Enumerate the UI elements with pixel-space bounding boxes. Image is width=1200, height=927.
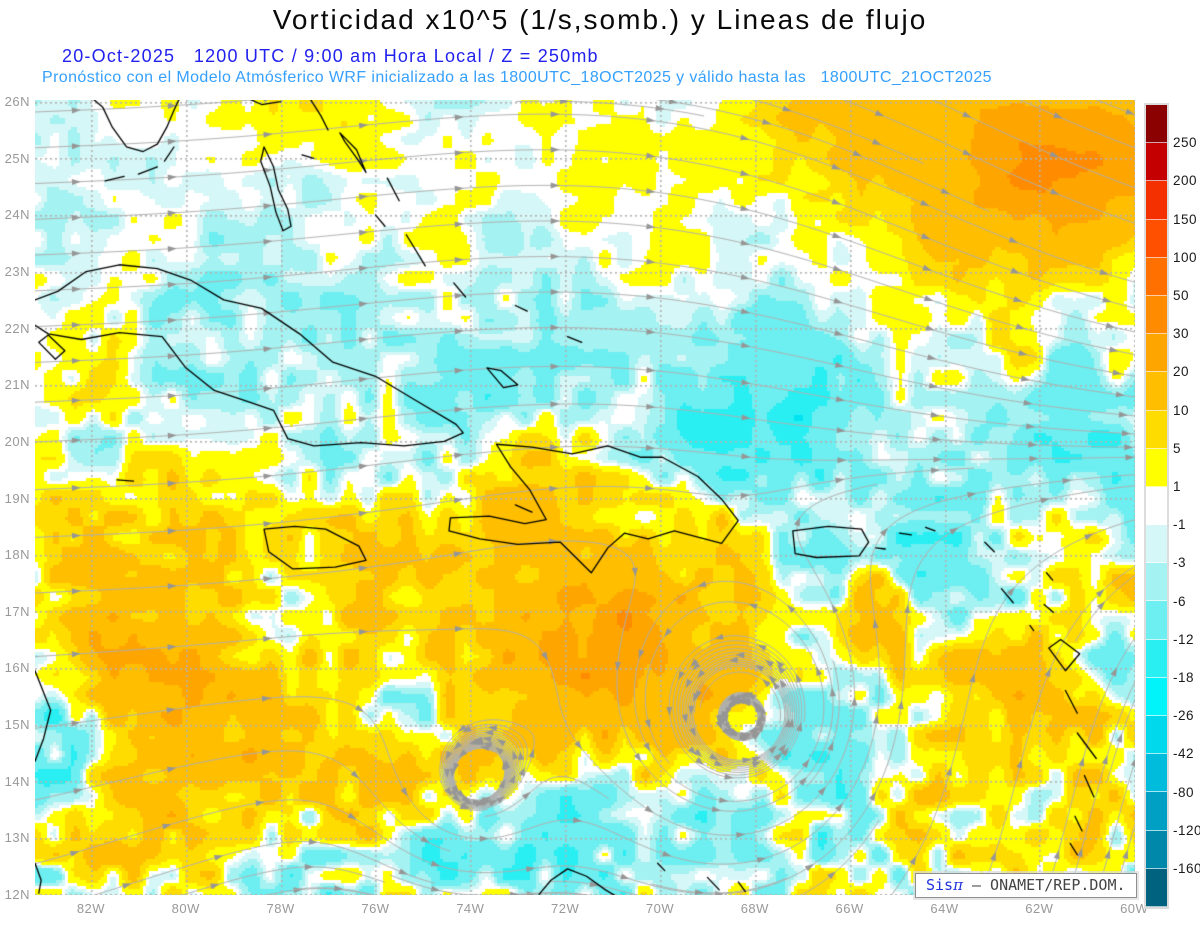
watermark-agency: – ONAMET/REP.DOM. [962, 876, 1126, 894]
lat-label: 12N [4, 886, 30, 902]
lat-label: 20N [4, 433, 30, 449]
lon-label: 72W [551, 901, 580, 916]
lat-label: 25N [4, 150, 30, 166]
lon-label: 62W [1025, 901, 1054, 916]
colorbar-segment [1146, 334, 1167, 373]
colorbar-segment [1146, 525, 1167, 564]
colorbar-segment [1146, 868, 1167, 907]
lon-label: 66W [835, 901, 864, 916]
lon-label: 74W [456, 901, 485, 916]
colorbar-tick-label: 10 [1173, 402, 1190, 418]
colorbar-segment [1146, 677, 1167, 716]
colorbar-segment [1146, 716, 1167, 755]
colorbar-segment [1146, 105, 1167, 144]
colorbar-tick-label: 200 [1173, 173, 1198, 189]
page-title: Vorticidad x10^5 (1/s,somb.) y Lineas de… [272, 4, 928, 35]
lat-label: 16N [4, 660, 30, 676]
colorbar-tick-label: 5 [1173, 440, 1182, 456]
lon-label: 70W [645, 901, 675, 916]
colorbar-tick-label: -18 [1173, 670, 1195, 685]
colorbar-tick-label: 30 [1173, 326, 1190, 342]
watermark-box: Sisπ – ONAMET/REP.DOM. [915, 873, 1137, 898]
colorbar-segment [1146, 754, 1167, 793]
colorbar-segment [1146, 295, 1167, 335]
lon-label: 82W [76, 901, 106, 916]
lat-label: 23N [4, 264, 30, 280]
colorbar-segment [1146, 143, 1167, 182]
lon-label: 64W [930, 901, 959, 916]
colorbar-tick-label: -26 [1173, 708, 1195, 724]
colorbar-tick-label: 100 [1173, 249, 1198, 265]
colorbar-tick-label: 1 [1173, 479, 1182, 494]
pi-icon: π [953, 876, 963, 894]
map-area [35, 100, 1135, 895]
colorbar-segment [1146, 830, 1167, 869]
colorbar-segment [1146, 792, 1167, 831]
model-init-note: Pronóstico con el Modelo Atmósferico WRF… [42, 69, 992, 86]
lat-label: 21N [4, 377, 30, 393]
colorbar-segment [1146, 639, 1167, 678]
colorbar-tick-label: 50 [1173, 288, 1190, 303]
lon-label: 80W [171, 901, 200, 916]
colorbar-tick-label: -120 [1173, 822, 1200, 838]
colorbar-segment [1146, 486, 1167, 526]
colorbar-tick-label: -3 [1173, 555, 1187, 571]
lon-label: 78W [266, 901, 295, 916]
colorbar-tick-label: -6 [1173, 593, 1187, 609]
colorbar-tick-label: -12 [1173, 631, 1195, 647]
lat-label: 26N [4, 94, 30, 110]
colorbar-tick-label: 250 [1173, 135, 1198, 151]
lat-label: 22N [4, 320, 30, 336]
lat-label: 24N [4, 207, 30, 223]
colorbar-segment [1146, 219, 1167, 258]
lat-label: 17N [4, 603, 30, 619]
colorbar-tick-label: -42 [1173, 746, 1195, 762]
lat-label: 18N [4, 547, 30, 563]
colorbar-tick-label: -160 [1173, 861, 1200, 876]
lat-label: 19N [4, 490, 30, 506]
lat-label: 14N [4, 773, 30, 789]
lon-label: 60W [1120, 901, 1149, 916]
valid-time-subtitle: 20-Oct-2025 1200 UTC / 9:00 am Hora Loca… [62, 46, 599, 66]
colorbar-tick-label: 150 [1173, 211, 1198, 227]
colorbar-segment [1146, 181, 1167, 220]
lon-label: 68W [740, 901, 769, 916]
colorbar-segment [1146, 601, 1167, 640]
colorbar-tick-label: 20 [1173, 364, 1190, 380]
lat-label: 13N [4, 830, 30, 846]
vorticity-streamline-canvas [35, 100, 1135, 895]
lon-label: 76W [361, 901, 390, 916]
colorbar-tick-label: -1 [1173, 517, 1187, 533]
colorbar-segment [1146, 563, 1167, 602]
colorbar-segment [1146, 410, 1167, 449]
colorbar-tick-label: -80 [1173, 784, 1195, 800]
colorbar-segment [1146, 372, 1167, 411]
colorbar-segment [1146, 257, 1167, 296]
lat-label: 15N [4, 717, 30, 733]
colorbar-segment [1146, 448, 1167, 487]
vorticity-colorbar [1144, 103, 1169, 909]
watermark-sis: Sis [926, 876, 954, 894]
